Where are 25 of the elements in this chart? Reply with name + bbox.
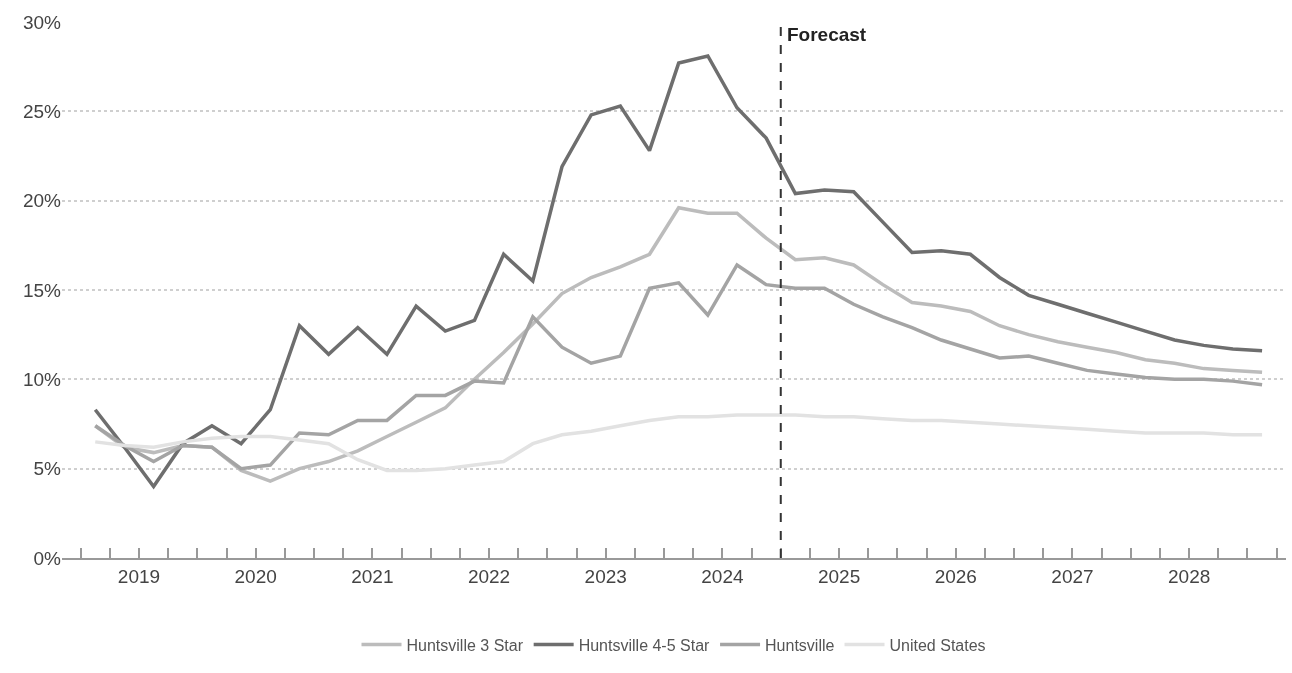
x-tick-label: 2027 <box>1051 565 1094 587</box>
x-tick-label: 2022 <box>467 565 511 587</box>
x-tick-label: 2023 <box>584 565 627 587</box>
legend-label: Huntsville <box>765 636 835 654</box>
legend-label: Huntsville 4-5 Star <box>578 636 711 654</box>
line-series <box>93 263 1264 471</box>
x-tick-label: 2025 <box>817 565 861 587</box>
y-tick-label: 25% <box>22 100 62 122</box>
ref-line-label: Forecast <box>787 24 867 45</box>
x-tick-label: 2028 <box>1168 565 1211 587</box>
line-series <box>93 54 1264 489</box>
y-tick-label: 30% <box>22 11 62 33</box>
y-tick-label: 0% <box>33 547 62 569</box>
x-tick-label: 2021 <box>351 565 394 587</box>
line-series <box>93 413 1264 473</box>
legend-label: Huntsville 3 Star <box>406 636 524 654</box>
x-tick-label: 2024 <box>701 565 744 587</box>
x-tick-label: 2026 <box>934 565 977 587</box>
x-tick-label: 2019 <box>117 565 161 587</box>
y-tick-label: 15% <box>22 279 62 301</box>
x-tick-label: 2020 <box>234 565 277 587</box>
y-tick-label: 5% <box>33 458 62 480</box>
legend-label: United States <box>889 636 986 654</box>
y-tick-label: 20% <box>22 190 62 212</box>
y-tick-label: 10% <box>22 368 62 390</box>
